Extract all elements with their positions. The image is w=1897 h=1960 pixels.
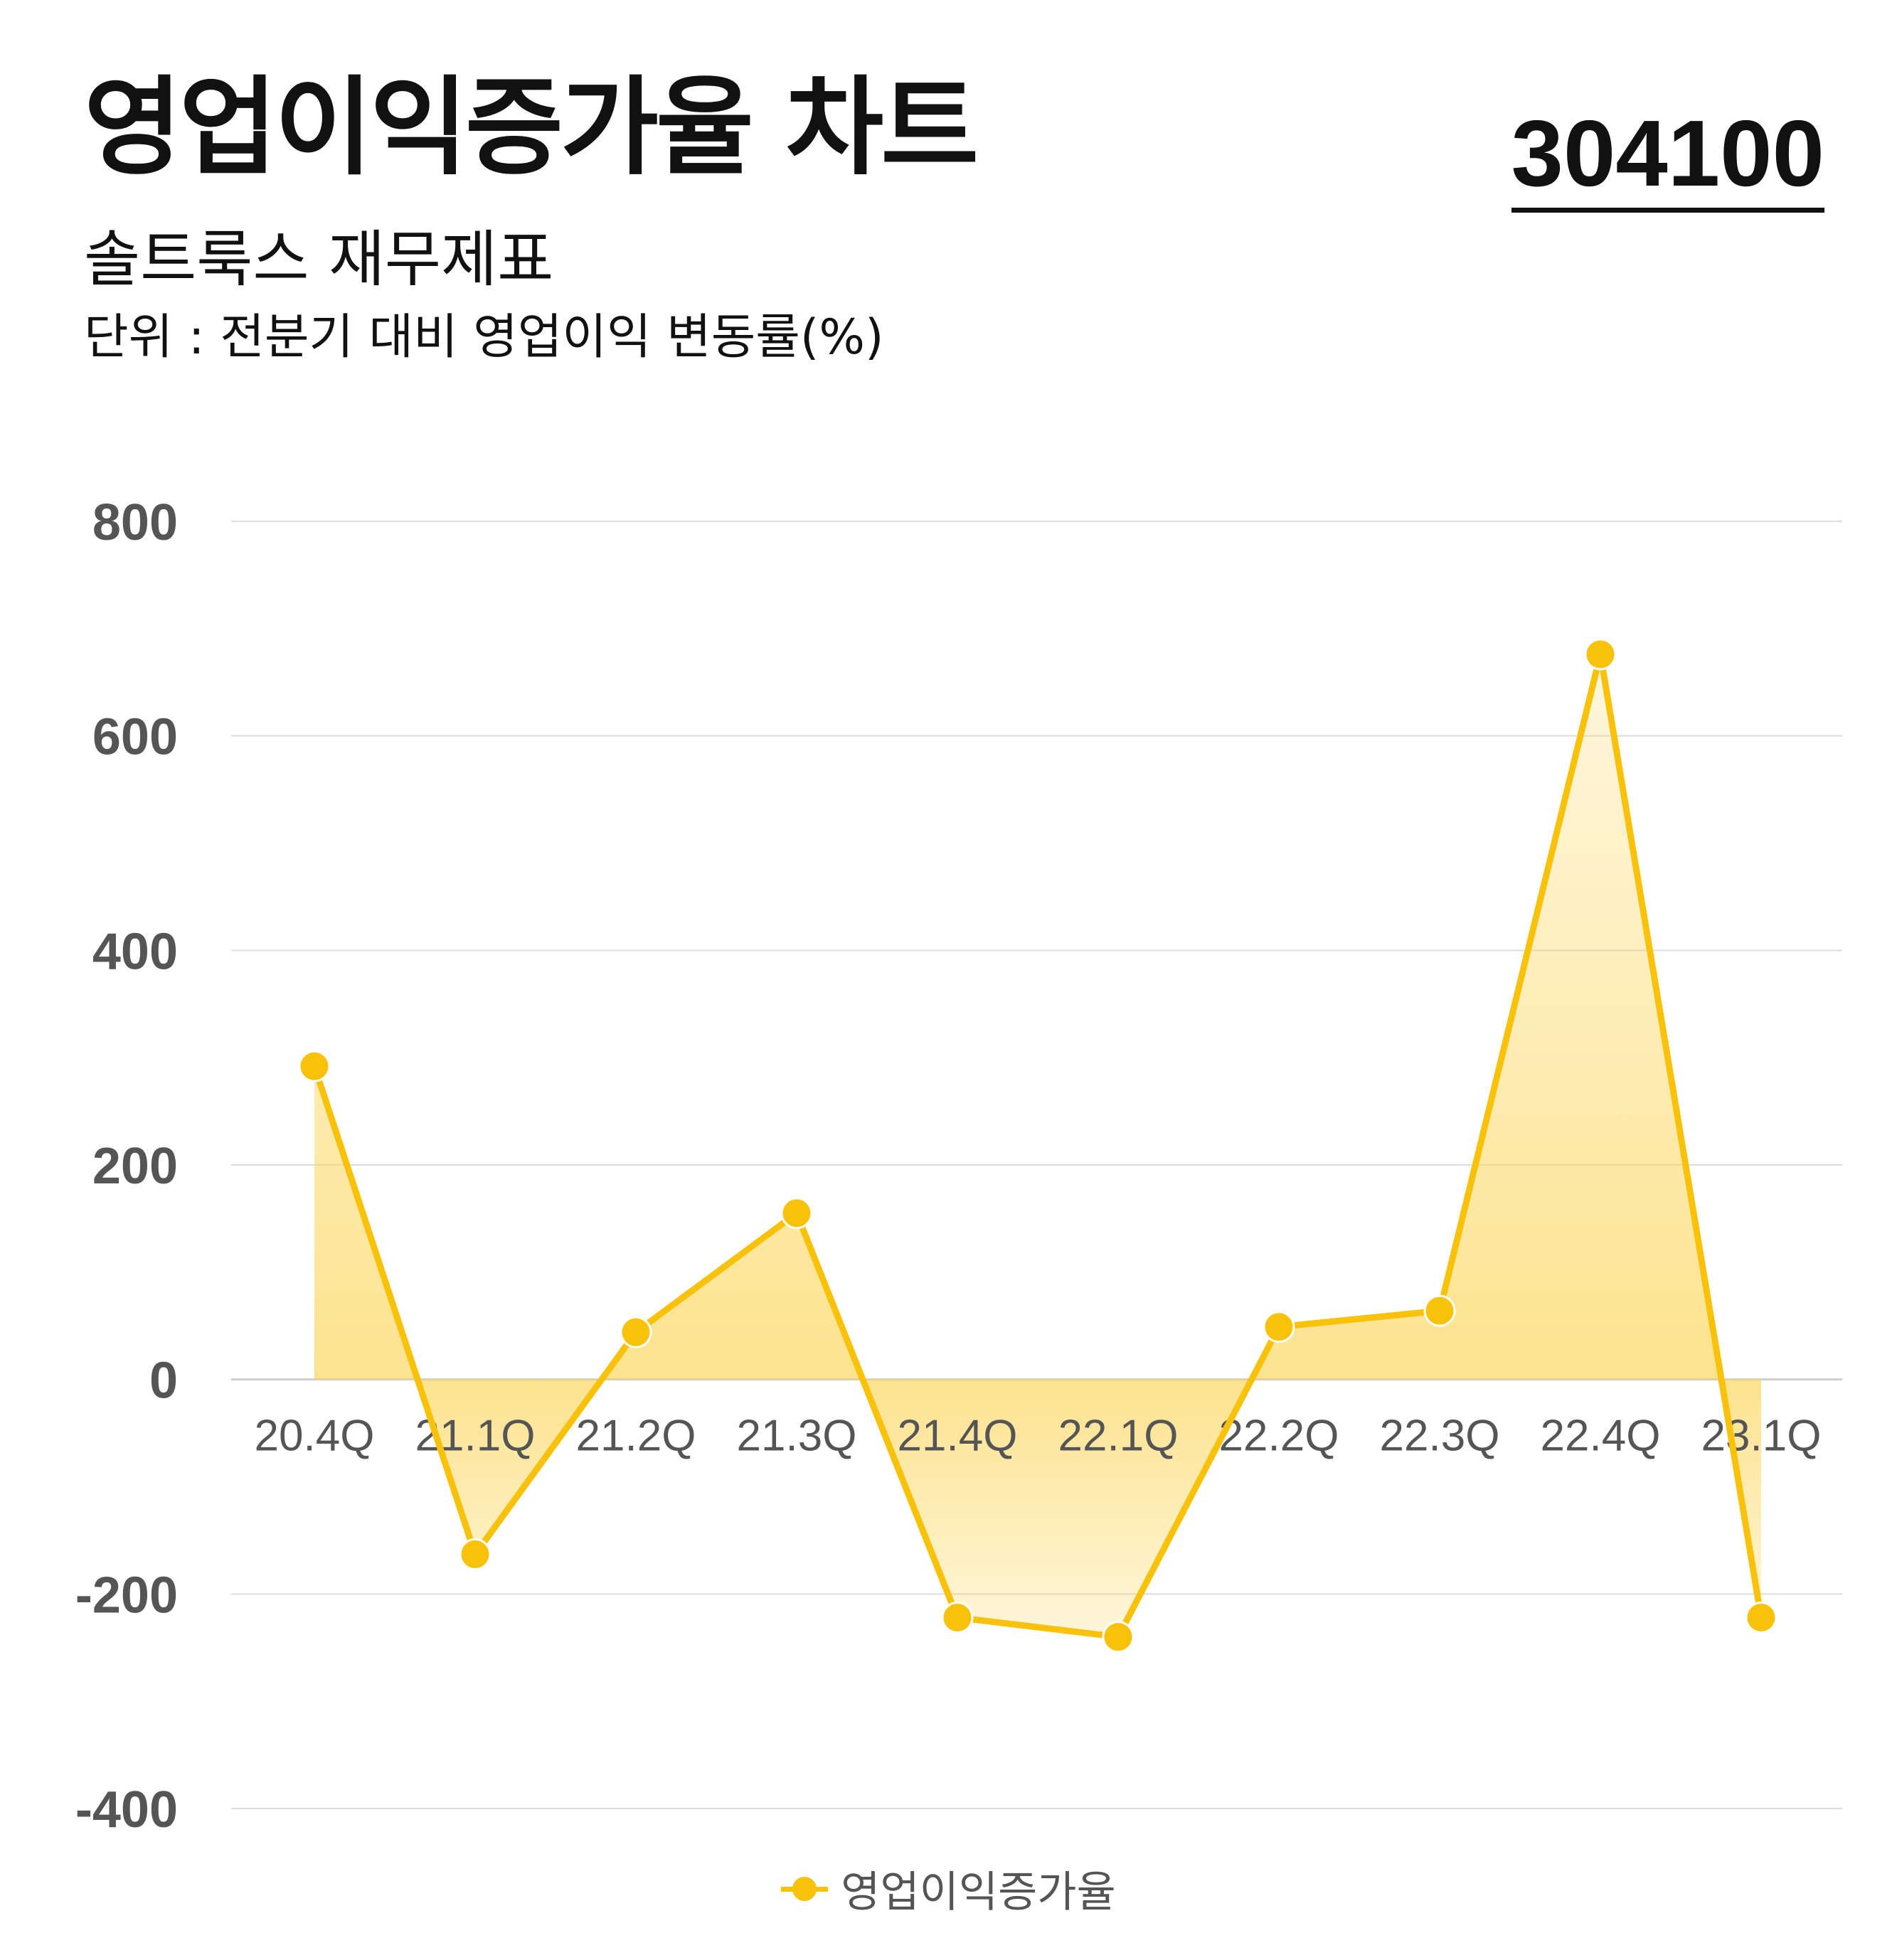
area-negative xyxy=(862,1379,1252,1637)
x-tick-label: 21.3Q xyxy=(737,1412,857,1461)
x-tick-label: 21.4Q xyxy=(898,1412,1018,1461)
data-point xyxy=(1102,1621,1135,1653)
area-fill xyxy=(314,654,1761,1637)
x-tick-label: 22.4Q xyxy=(1541,1412,1661,1461)
data-point xyxy=(1584,638,1617,671)
area-positive xyxy=(1251,654,1722,1380)
x-tick-label: 21.2Q xyxy=(576,1412,696,1461)
x-tick-label: 20.4Q xyxy=(255,1412,375,1461)
page-subtitle: 솔트룩스 재무제표 xyxy=(84,224,554,295)
y-tick-label: 200 xyxy=(92,1138,178,1195)
series-line xyxy=(311,651,1765,1641)
legend: 영업이익증가율 xyxy=(0,1858,1897,1919)
page-title: 영업이익증가율 차트 xyxy=(84,66,979,190)
legend-label: 영업이익증가율 xyxy=(841,1868,1116,1917)
stock-code: 304100 xyxy=(1511,107,1824,213)
area-positive xyxy=(601,1213,863,1380)
unit-label: 단위 : 전분기 대비 영업이익 변동률(%) xyxy=(84,309,884,366)
y-tick-label: 400 xyxy=(92,923,178,980)
y-tick-label: 0 xyxy=(149,1353,178,1410)
data-point xyxy=(1263,1311,1295,1343)
x-tick-label: 22.2Q xyxy=(1219,1412,1339,1461)
data-point xyxy=(620,1316,652,1348)
x-tick-label: 23.1Q xyxy=(1701,1412,1822,1461)
data-point xyxy=(780,1197,813,1230)
y-tick-label: -200 xyxy=(75,1567,178,1624)
x-tick-label: 22.1Q xyxy=(1058,1412,1179,1461)
data-point xyxy=(1745,1602,1778,1634)
y-tick-label: 600 xyxy=(92,709,178,766)
data-point xyxy=(459,1538,491,1571)
x-tick-label: 22.3Q xyxy=(1380,1412,1500,1461)
y-axis-ticks: 800 600 400 200 0 -200 -400 xyxy=(75,494,178,1838)
data-point xyxy=(298,1050,331,1082)
data-point xyxy=(1423,1294,1456,1327)
series-line-path xyxy=(311,651,1765,1641)
x-axis-ticks: 20.4Q 21.1Q 21.2Q 21.3Q 21.4Q 22.1Q 22.2Q 22.3Q… xyxy=(255,1412,1822,1461)
series-points xyxy=(298,638,1778,1653)
y-tick-label: 800 xyxy=(92,494,178,551)
data-point xyxy=(941,1602,974,1634)
legend-marker-icon xyxy=(781,1875,829,1903)
y-tick-label: -400 xyxy=(75,1781,178,1838)
